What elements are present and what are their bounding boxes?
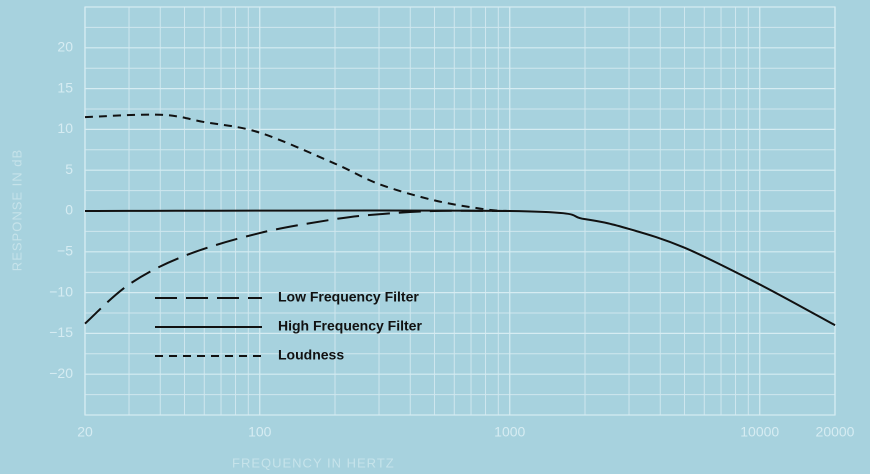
y-tick-label: 0 — [65, 202, 73, 218]
y-tick-label: −20 — [49, 365, 73, 381]
line — [84, 113, 510, 212]
x-tick-label: 100 — [248, 424, 272, 440]
legend-label: High Frequency Filter — [278, 318, 422, 334]
x-tick-label: 20 — [77, 424, 93, 440]
legend-label: Low Frequency Filter — [278, 289, 419, 305]
x-tick-label: 20000 — [816, 424, 855, 440]
y-tick-label: −10 — [49, 283, 73, 299]
x-axis-label: FREQUENCY IN HERTZ — [232, 455, 395, 470]
y-axis-label: RESPONSE IN dB — [9, 149, 24, 271]
y-tick-label: 10 — [57, 120, 73, 136]
legend-label: Loudness — [278, 347, 344, 363]
y-tick-label: −15 — [49, 324, 73, 340]
y-tick-label: 5 — [65, 161, 73, 177]
line — [84, 209, 836, 327]
x-tick-label: 10000 — [740, 424, 779, 440]
y-tick-label: 15 — [57, 79, 73, 95]
y-tick-label: 20 — [57, 39, 73, 55]
x-tick-label: 1000 — [494, 424, 525, 440]
y-tick-label: −5 — [57, 243, 73, 259]
